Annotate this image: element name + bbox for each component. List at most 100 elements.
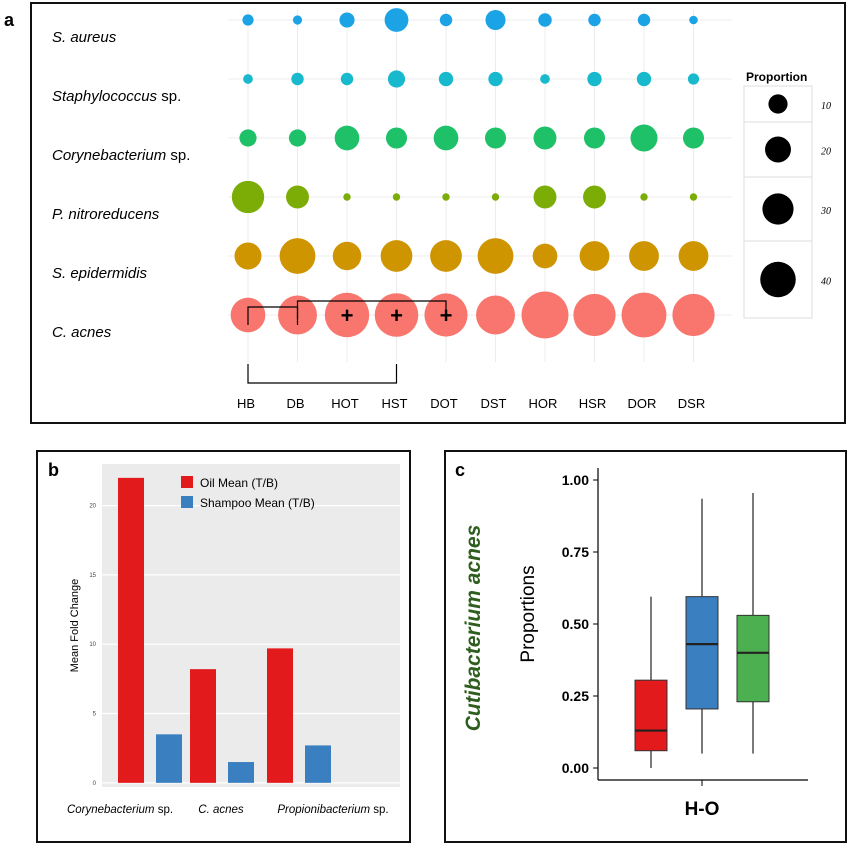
bar-oil-mean-t-b-1 [190, 669, 216, 783]
x-tick-hor: HOR [529, 396, 558, 411]
bubble-s-epidermidis-dor [629, 241, 659, 271]
row-label-s-epidermidis: S. epidermidis [52, 265, 148, 282]
panel-b: 0 5 10 15 20 Mean Fold Change Corynebacterium … [36, 450, 411, 843]
bubble-staphylococcus-sp-dor [636, 71, 652, 87]
bubble-corynebacterium-sp-hor [533, 126, 557, 150]
box-2 [736, 614, 770, 703]
bar-shampoo-mean-t-b-2 [305, 745, 331, 783]
bubble-staphylococcus-sp-hot [340, 72, 354, 86]
significance-marker: + [390, 303, 403, 328]
legend-label-1: Shampoo Mean (T/B) [200, 496, 315, 510]
bar-oil-mean-t-b-2 [267, 648, 293, 783]
bubble-staphylococcus-sp-hor [540, 74, 550, 84]
comparison-bracket [296, 300, 447, 319]
x-tick-db: DB [286, 396, 304, 411]
bubble-c-acnes-dst [476, 295, 515, 335]
bubble-c-acnes-hsr [573, 293, 616, 337]
bubble-s-aureus-hot [339, 12, 355, 28]
panel-c: 0.00 0.25 0.50 0.75 1.00 Proportions Cutibacte… [444, 450, 847, 843]
x-tick-dor: DOR [628, 396, 657, 411]
x-tick-hot: HOT [331, 396, 359, 411]
x-tick-dst: DST [481, 396, 507, 411]
bubble-c-acnes-hst [374, 293, 419, 337]
chart-title: Cutibacterium acnes [462, 525, 485, 732]
bubble-corynebacterium-sp-dot [433, 125, 459, 151]
bubble-s-aureus-dsr [689, 15, 698, 25]
bubble-corynebacterium-sp-hb [239, 129, 257, 147]
bubble-s-aureus-hsr [588, 13, 601, 27]
bubble-p-nitroreducens-dot [442, 193, 450, 201]
y-tick-0-25: 0.25 [562, 688, 589, 704]
bubble-s-epidermidis-hst [380, 240, 413, 272]
bubble-s-aureus-dst [485, 9, 506, 31]
bubble-staphylococcus-sp-db [291, 72, 304, 86]
bubble-s-epidermidis-hsr [579, 241, 610, 271]
bubble-c-acnes-hot [324, 292, 370, 338]
legend-bubble-40 [760, 261, 796, 298]
bubble-p-nitroreducens-hsr [583, 185, 606, 209]
bubble-p-nitroreducens-hor [533, 185, 557, 209]
bubble-p-nitroreducens-hb [231, 180, 265, 214]
row-label-s-aureus: S. aureus [52, 29, 117, 46]
x-axis-label: H-O [685, 799, 720, 820]
y-tick-0-00: 0.00 [562, 760, 589, 776]
row-label-c-acnes: C. acnes [52, 324, 112, 341]
bar-shampoo-mean-t-b-0 [156, 734, 182, 783]
x-tick-0: Corynebacterium sp. [67, 804, 173, 816]
y-tick-0: 0 [93, 781, 97, 787]
bubble-staphylococcus-sp-dst [488, 71, 503, 87]
legend-title: Proportion [746, 70, 807, 84]
legend-bubble-20 [765, 136, 791, 163]
bubble-p-nitroreducens-hot [343, 193, 351, 201]
legend-label-0: Oil Mean (T/B) [200, 476, 278, 490]
bubble-c-acnes-dor [621, 292, 667, 338]
box-chart: 0.00 0.25 0.50 0.75 1.00 Proportions Cutibacte… [462, 468, 808, 820]
bubble-s-epidermidis-hb [234, 242, 262, 270]
bubble-s-aureus-hor [538, 13, 552, 27]
x-tick-2: Propionibacterium sp. [277, 804, 388, 816]
row-label-staphylococcus-sp: Staphylococcus sp. [52, 88, 181, 105]
panel-label-a: a [4, 10, 15, 30]
bubble-s-epidermidis-dst [477, 238, 514, 274]
x-tick-dsr: DSR [678, 396, 705, 411]
y-tick-0-50: 0.50 [562, 616, 589, 632]
bar-shampoo-mean-t-b-1 [228, 762, 254, 783]
bubble-s-epidermidis-hor [532, 243, 558, 269]
bubble-staphylococcus-sp-hb [243, 74, 253, 84]
bubble-p-nitroreducens-dst [491, 193, 500, 201]
plot-background [102, 464, 400, 787]
legend-bubble-30 [762, 193, 794, 225]
bar-oil-mean-t-b-0 [118, 477, 144, 783]
bubble-corynebacterium-sp-hst [385, 127, 408, 149]
bubble-s-aureus-db [292, 15, 303, 25]
bar-chart: 0 5 10 15 20 Mean Fold Change Corynebacterium … [67, 464, 400, 816]
bubble-s-epidermidis-hot [332, 241, 362, 271]
y-tick-0-75: 0.75 [562, 544, 589, 560]
y-tick-5: 5 [93, 712, 97, 718]
row-label-corynebacterium-sp: Corynebacterium sp. [52, 147, 190, 164]
bubble-corynebacterium-sp-db [288, 129, 307, 147]
bubble-s-epidermidis-dsr [678, 241, 709, 271]
legend-label-30: 30 [820, 206, 831, 217]
legend-swatch-0 [181, 476, 193, 488]
legend-swatch-1 [181, 496, 193, 508]
bubble-staphylococcus-sp-hsr [587, 71, 602, 87]
panel-label-b: b [48, 460, 59, 480]
y-axis-label: Mean Fold Change [69, 579, 81, 673]
bubble-p-nitroreducens-dsr [689, 193, 698, 201]
bubble-p-nitroreducens-hst [392, 193, 401, 201]
y-tick-20: 20 [89, 504, 96, 510]
bubble-corynebacterium-sp-hsr [583, 127, 606, 149]
bubble-p-nitroreducens-dor [640, 193, 648, 201]
bubble-c-acnes-dsr [672, 293, 715, 337]
bubble-staphylococcus-sp-dot [438, 71, 454, 87]
bubble-s-aureus-dor [637, 13, 651, 27]
panel-a: S. aureus Staphylococcus sp. Corynebacteri… [30, 2, 846, 424]
x-tick-hsr: HSR [579, 396, 606, 411]
legend-label-20: 20 [821, 147, 831, 158]
bubble-corynebacterium-sp-hot [334, 125, 360, 151]
bubble-s-epidermidis-db [279, 238, 316, 274]
legend-label-40: 40 [821, 277, 831, 288]
legend-label-10: 10 [821, 101, 831, 112]
bubble-s-aureus-hb [242, 14, 254, 26]
